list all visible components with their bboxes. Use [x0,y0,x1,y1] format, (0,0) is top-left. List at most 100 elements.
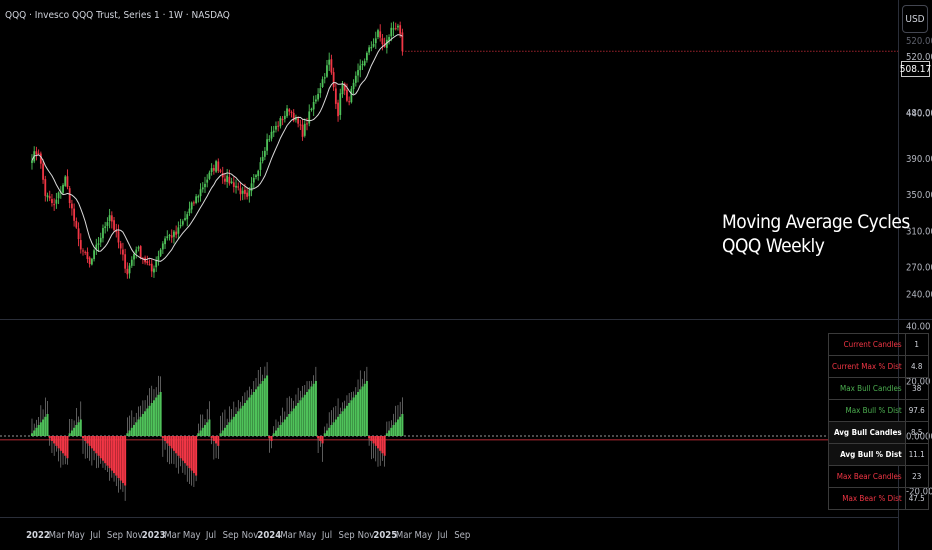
candle-body [35,151,38,155]
osc-bar [64,436,67,456]
stats-row: Avg Bull % Dist 11.1 [828,443,929,466]
osc-bar [110,436,113,471]
osc-bar [279,425,282,436]
candle-body [84,251,87,253]
candle-body [115,230,118,233]
candle-body [210,168,213,172]
osc-bar [172,436,175,451]
osc-bar [161,436,164,439]
osc-bar [374,436,377,446]
chart-annotation: Moving Average Cycles QQQ Weekly [722,210,910,258]
candle-body [117,231,120,243]
candle-body [108,215,111,222]
osc-bar [86,436,89,444]
stats-value: 4.8 [904,355,929,378]
osc-bar [70,430,73,436]
osc-bar [104,436,107,464]
candle-body [321,79,324,87]
osc-bar [190,436,193,471]
osc-bar [128,430,131,436]
osc-bar [221,430,224,436]
candle-body [184,218,186,220]
candle-body [77,228,80,240]
osc-bar [124,436,127,486]
osc-bar [339,414,342,436]
osc-bar [359,389,362,436]
price-axis-label: 390.00 [906,154,932,165]
candle-body [368,47,371,53]
candle-body [110,215,113,222]
candle-body [221,173,224,178]
osc-bar [365,381,368,436]
osc-bar [334,419,337,436]
candle-body [297,118,300,124]
osc-axis-label: 40.00 [906,322,930,333]
time-axis-label: May [67,530,85,541]
candle-body [161,243,164,250]
time-axis-label: 2022 [26,530,50,541]
time-axis-label: Jul [205,530,216,541]
osc-bar [281,422,284,436]
stats-value: 8.5 [904,421,929,444]
osc-bar [137,419,140,436]
candle-body [390,27,393,37]
candle-body [164,238,166,245]
osc-bar [290,411,293,436]
osc-bar [50,436,53,441]
candle-body [66,176,69,188]
candle-body [385,39,388,48]
osc-bar [206,422,209,436]
osc-bar [46,414,49,436]
osc-bar [212,436,215,441]
candle-body [232,182,235,187]
candle-body [246,192,249,197]
candle-body [292,112,295,121]
candle-body [57,192,60,199]
stats-value: 47.5 [904,487,929,510]
stats-row: Current Candles 1 [828,333,929,356]
candle-body [37,153,40,155]
candle-body [204,183,206,188]
osc-bar [126,433,129,436]
time-axis-label: Sep [223,530,239,541]
osc-bar [121,436,124,484]
candle-body [266,139,268,151]
osc-bar [363,383,366,436]
time-axis-label: Jul [89,530,100,541]
time-axis-label: Sep [339,530,355,541]
osc-bar [177,436,180,456]
osc-bar [228,422,231,436]
candle-body [363,61,366,66]
osc-bar [348,403,351,436]
osc-bar [155,397,158,436]
osc-bar [239,408,242,436]
osc-bar [170,436,173,449]
candle-body [199,189,202,197]
candle-body [170,235,173,238]
candle-body [135,249,138,254]
osc-bar [314,381,317,436]
currency-button[interactable]: USD [902,5,928,33]
price-axis-label: 310.00 [906,226,932,237]
osc-bar [312,383,315,436]
candle-body [95,244,98,250]
osc-bar [297,403,300,436]
osc-bar [337,416,340,436]
time-axis-label: Sep [454,530,470,541]
candle-body [392,28,395,30]
time-axis-label: 2023 [142,530,166,541]
candle-body [150,263,153,272]
osc-bar [310,386,313,436]
candle-body [303,123,306,136]
candle-body [102,228,104,239]
osc-bar [42,419,45,436]
osc-bar [294,405,297,436]
candle-body [235,185,237,188]
candle-body [397,25,399,28]
candle-body [306,123,308,125]
stats-row: Avg Bull Candles 8.5 [828,421,929,444]
osc-bar [328,427,331,436]
candle-body [354,75,357,83]
osc-bar [77,422,80,436]
candle-body [279,118,282,127]
